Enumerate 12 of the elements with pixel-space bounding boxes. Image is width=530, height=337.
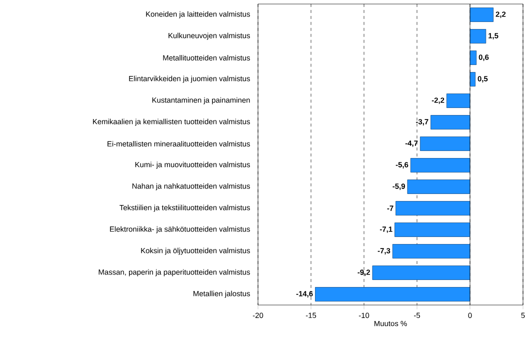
bar: [430, 115, 470, 130]
bar: [407, 180, 470, 194]
bar: [470, 29, 486, 44]
bar: [470, 8, 494, 22]
bar: [392, 244, 470, 258]
bar: [446, 94, 470, 108]
bar: [372, 266, 470, 280]
bar: [420, 136, 470, 151]
bar: [410, 158, 470, 172]
bar: [396, 201, 470, 216]
bar: [315, 287, 470, 302]
bar: [394, 222, 470, 237]
